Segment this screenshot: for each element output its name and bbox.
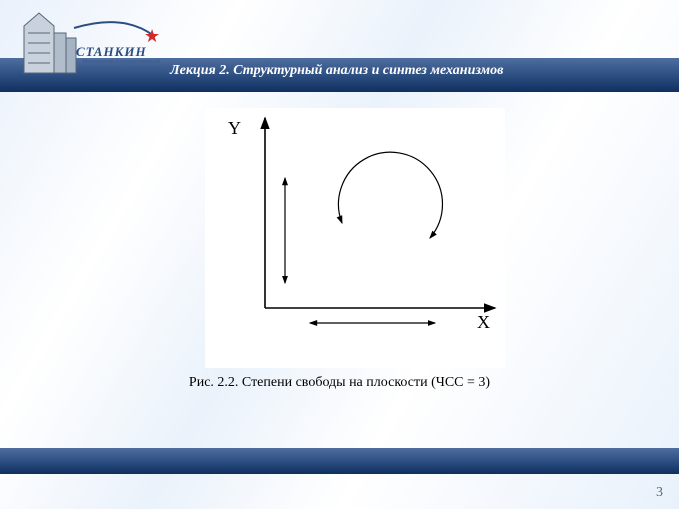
logo-star-icon: ★ <box>144 26 160 47</box>
diagram-svg <box>205 108 505 368</box>
lecture-title: Лекция 2. Структурный анализ и синтез ме… <box>170 63 503 79</box>
figure-caption: Рис. 2.2. Степени свободы на плоскости (… <box>0 375 679 391</box>
axis-x-label: X <box>477 312 490 333</box>
page-number: 3 <box>656 485 663 501</box>
slide: ★ СТАНКИН Московский Государственный Тех… <box>0 0 679 509</box>
diagram-area <box>205 108 505 368</box>
footer-band <box>0 448 679 474</box>
dof-rotation-arrow <box>338 152 442 238</box>
axis-y-label: Y <box>228 118 241 139</box>
